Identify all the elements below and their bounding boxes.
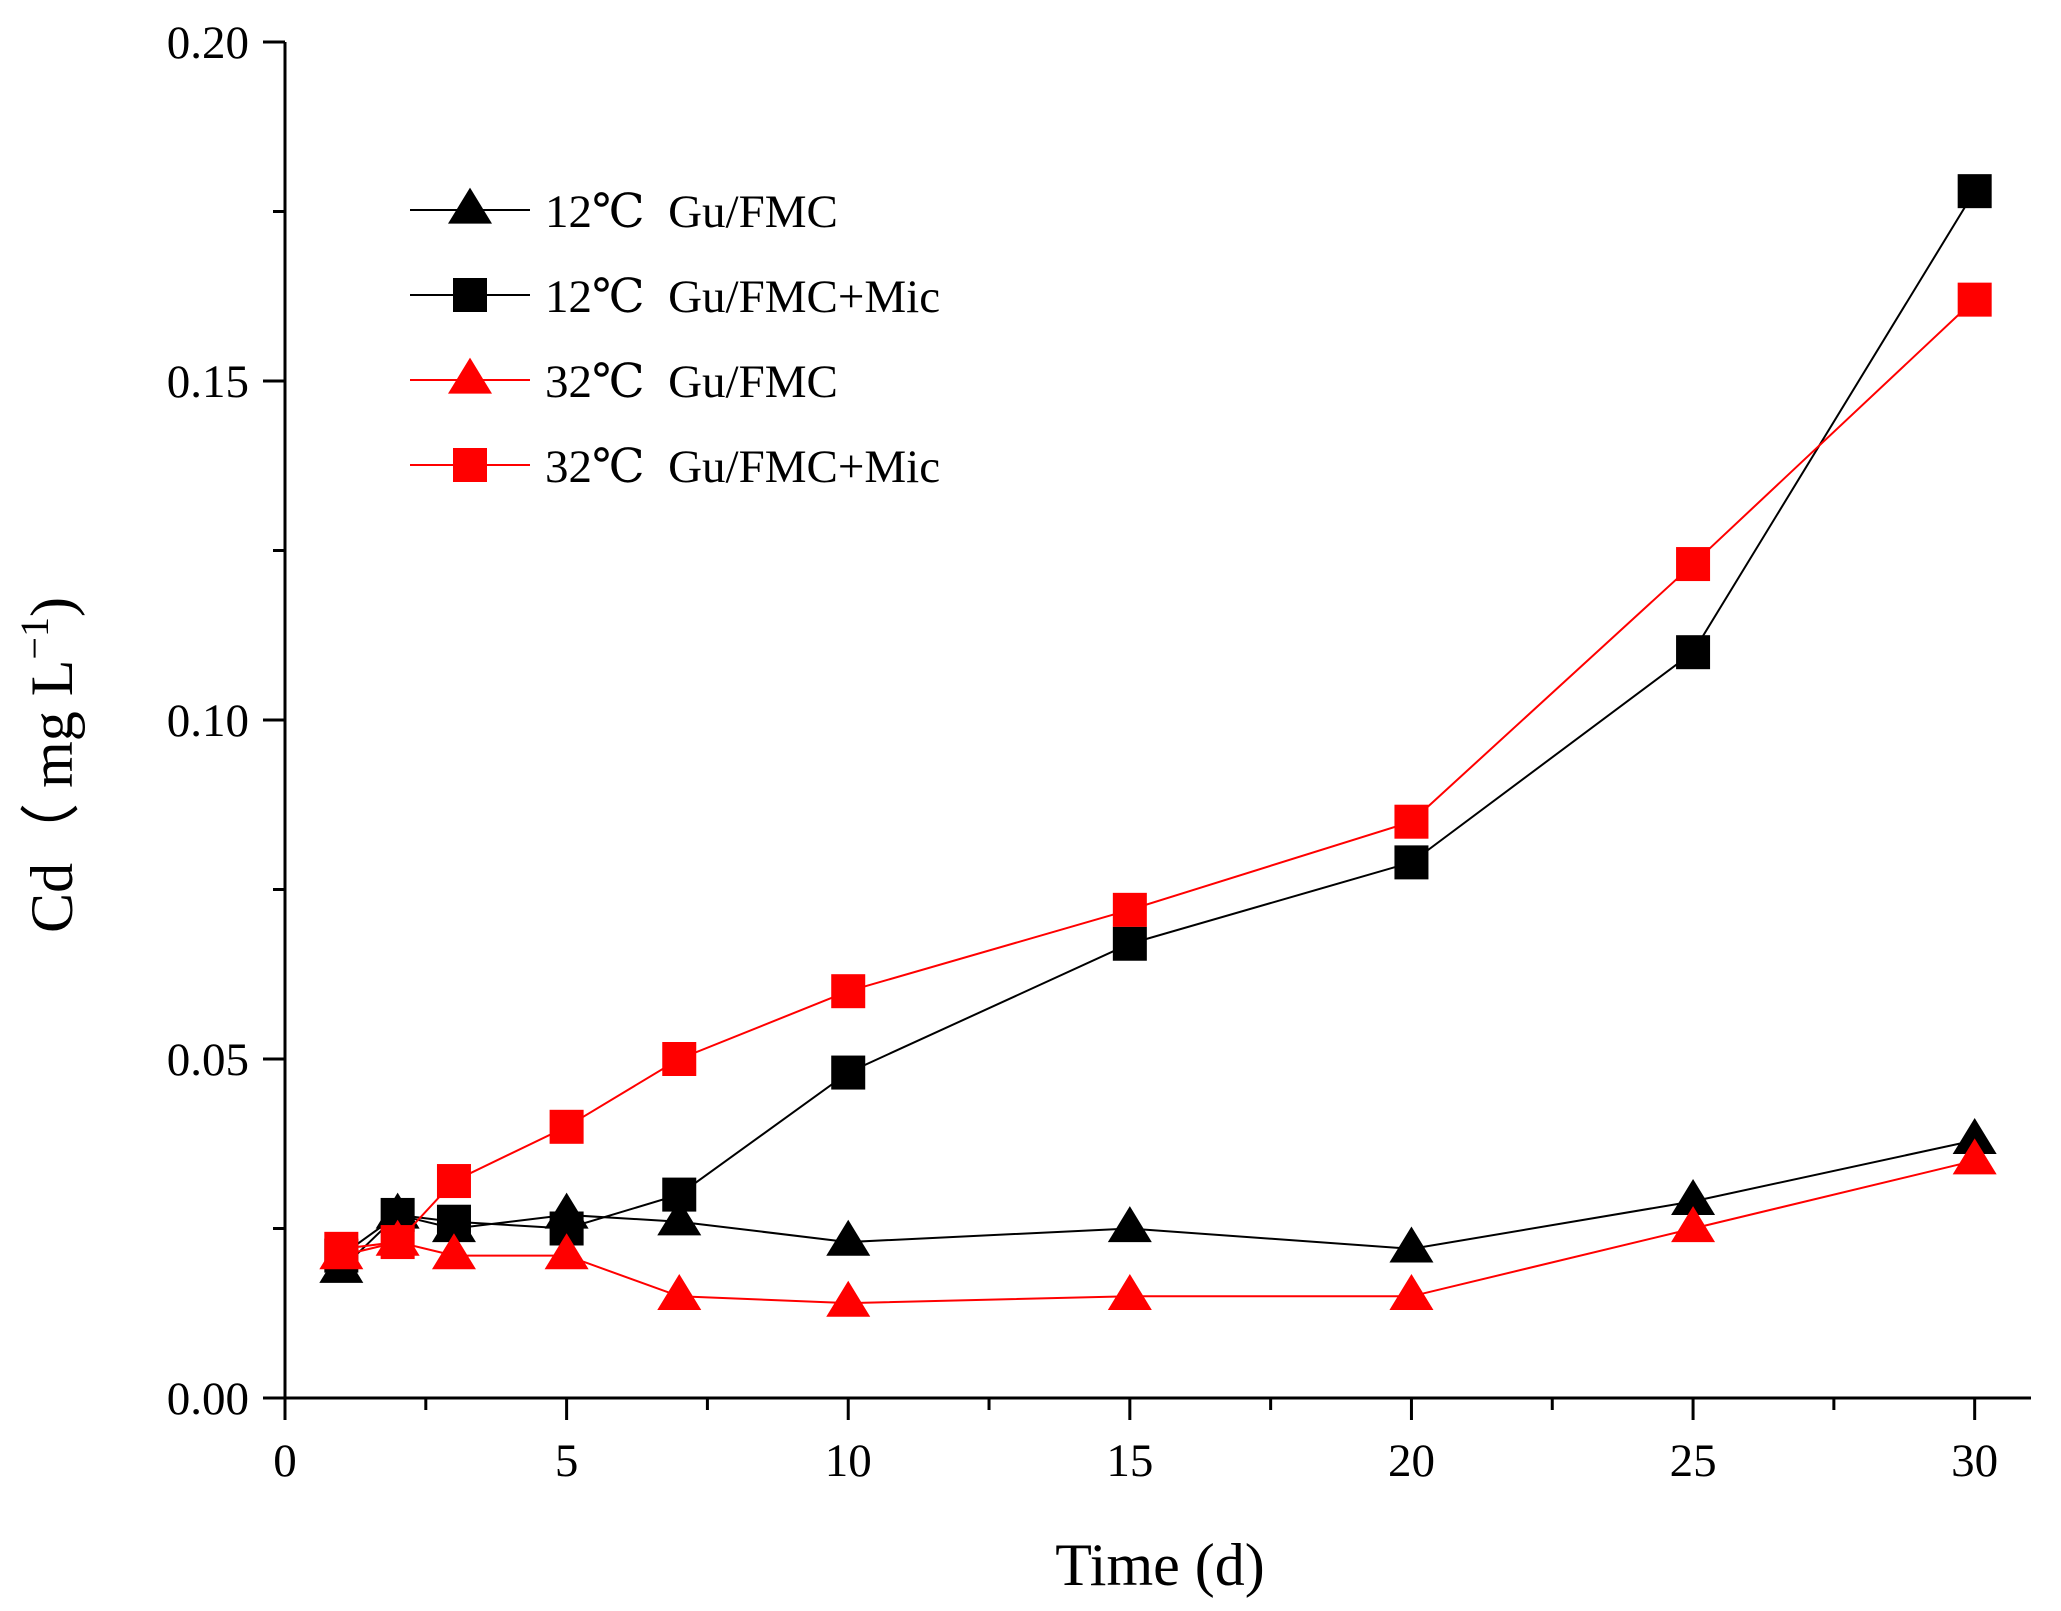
axes: 0.00 0.05 0.10 0.15 0.20 0 5 10 15 20 25 30 bbox=[167, 17, 2031, 1487]
data-point bbox=[826, 1280, 871, 1317]
data-point bbox=[1676, 635, 1711, 670]
data-point bbox=[1957, 282, 1992, 317]
data-point bbox=[436, 1204, 471, 1239]
x-tick-label: 15 bbox=[1106, 1435, 1153, 1487]
y-axis-title: Cd（ mg L−1) bbox=[12, 597, 85, 933]
legend: 12℃ Gu/FMC 12℃ Gu/FMC+Mic 32℃ Gu/FMC 32℃ Gu… bbox=[410, 186, 940, 493]
legend-marker bbox=[448, 357, 492, 394]
plot-area bbox=[319, 174, 1997, 1317]
data-point bbox=[1389, 1226, 1434, 1263]
x-axis-title: Time (d) bbox=[1055, 1532, 1264, 1598]
y-tick-label: 0.00 bbox=[167, 1373, 249, 1425]
data-point bbox=[1952, 1118, 1997, 1155]
legend-marker bbox=[448, 187, 492, 224]
y-axis-title-superscript: −1 bbox=[12, 617, 57, 660]
data-point bbox=[436, 1164, 471, 1199]
data-point bbox=[1112, 892, 1147, 927]
y-tick-label: 0.05 bbox=[167, 1034, 249, 1086]
data-point bbox=[1671, 1206, 1716, 1243]
data-point bbox=[380, 1225, 415, 1260]
data-point bbox=[662, 1177, 697, 1212]
legend-label: 32℃ Gu/FMC+Mic bbox=[545, 441, 940, 493]
legend-marker bbox=[453, 278, 487, 312]
x-tick-label: 5 bbox=[555, 1435, 579, 1487]
data-point bbox=[1394, 804, 1429, 839]
data-point bbox=[831, 974, 866, 1009]
data-point bbox=[544, 1233, 589, 1270]
data-point bbox=[1671, 1179, 1716, 1216]
data-point bbox=[1107, 1273, 1152, 1310]
y-tick-label: 0.10 bbox=[167, 695, 249, 747]
series-2 bbox=[324, 174, 1992, 1273]
data-point bbox=[324, 1231, 359, 1266]
data-point bbox=[1389, 1273, 1434, 1310]
y-tick-label: 0.20 bbox=[167, 17, 249, 69]
series-line bbox=[341, 1159, 1975, 1305]
legend-entry-4: 32℃ Gu/FMC+Mic bbox=[410, 441, 940, 493]
x-tick-label: 0 bbox=[273, 1435, 297, 1487]
legend-entry-2: 12℃ Gu/FMC+Mic bbox=[410, 271, 940, 323]
x-tick-label: 25 bbox=[1670, 1435, 1717, 1487]
series-line bbox=[340, 1139, 1975, 1270]
data-point bbox=[1957, 174, 1992, 209]
data-point bbox=[431, 1233, 476, 1270]
data-point bbox=[831, 1055, 866, 1090]
data-point bbox=[1394, 845, 1429, 880]
series-line bbox=[341, 298, 1976, 1250]
data-point bbox=[1952, 1138, 1997, 1175]
data-point bbox=[1676, 547, 1711, 582]
x-tick-label: 30 bbox=[1951, 1435, 1998, 1487]
legend-label: 32℃ Gu/FMC bbox=[545, 356, 838, 408]
legend-marker bbox=[453, 448, 487, 482]
legend-label: 12℃ Gu/FMC bbox=[545, 186, 838, 238]
legend-label: 12℃ Gu/FMC+Mic bbox=[545, 271, 940, 323]
series-line bbox=[340, 190, 1976, 1257]
data-point bbox=[1107, 1206, 1152, 1243]
legend-entry-3: 32℃ Gu/FMC bbox=[410, 356, 838, 408]
data-point bbox=[1112, 926, 1147, 961]
data-point bbox=[662, 1042, 697, 1076]
series-4 bbox=[324, 282, 1992, 1266]
x-tick-label: 20 bbox=[1388, 1435, 1435, 1487]
legend-entry-1: 12℃ Gu/FMC bbox=[410, 186, 838, 238]
data-point bbox=[826, 1219, 871, 1256]
x-tick-label: 10 bbox=[825, 1435, 872, 1487]
y-tick-label: 0.15 bbox=[167, 356, 249, 408]
data-point bbox=[657, 1199, 702, 1236]
data-point bbox=[657, 1273, 702, 1310]
data-point bbox=[549, 1109, 584, 1144]
